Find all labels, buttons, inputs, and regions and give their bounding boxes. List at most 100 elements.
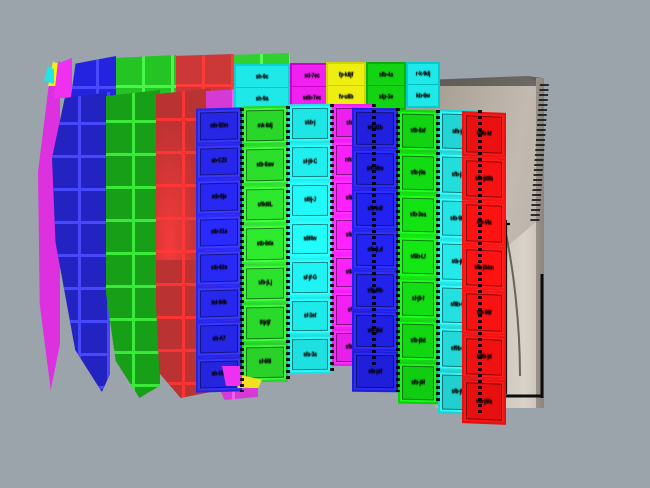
grid-cell[interactable]: sfb-j8dm xyxy=(462,244,506,292)
grid-cell[interactable]: sf8b-Lf xyxy=(398,235,438,279)
column-seam xyxy=(286,105,290,383)
column-seam xyxy=(436,109,440,405)
col-8[interactable]: sf9b-kf sfb-jd8b sfb-9fa sfb-j8dm stb-98f sf8… xyxy=(462,111,506,425)
grid-cell[interactable]: sfb-jLj xyxy=(242,263,288,304)
top-cell[interactable]: sh-9a xyxy=(236,88,288,110)
grid-cell[interactable]: sf8b-jd xyxy=(462,333,506,381)
grid-cell[interactable]: sf9d8L xyxy=(242,184,288,225)
cell-label: fp-k8jf xyxy=(338,70,354,79)
grid-cell[interactable]: stb-31a xyxy=(196,213,242,251)
left-corner-cyan-accent xyxy=(44,66,54,84)
cell-label: stb-31a xyxy=(210,228,228,237)
cell-label: sf-j9-C xyxy=(302,158,318,166)
cell-label: sb-A7 xyxy=(212,334,226,343)
cell-label: sfb-j9f xyxy=(411,379,425,387)
col-3[interactable]: skb-j sf-j9-C sf8j-J s8f4w sf-jf-G sf-3ef sfa-… xyxy=(288,103,332,375)
cell-label: s8f4w xyxy=(303,235,317,243)
top-cell[interactable]: sfp-3e xyxy=(368,86,404,108)
cell-label: stb-02m xyxy=(210,121,228,130)
cell-label: mk-8dj xyxy=(257,121,273,130)
top-cell[interactable]: fp-k8jf xyxy=(328,64,364,86)
grid-cell[interactable]: 9tjdjf xyxy=(242,302,288,343)
left-mesh-blue xyxy=(52,92,110,392)
cell-label: skb-j xyxy=(304,119,316,128)
grid-cell[interactable]: sfb-9fa xyxy=(462,200,506,247)
grid-cell[interactable]: skb-j xyxy=(288,103,332,143)
left-mesh-green xyxy=(106,90,160,398)
cell-label: stb-8da xyxy=(256,240,274,248)
cell-label: sfb-j9a xyxy=(410,169,426,177)
cell-label: sf-6f8 xyxy=(258,358,272,367)
cell-label: sdb-7ec xyxy=(302,94,322,102)
grid-cell[interactable]: sfb-j9fa xyxy=(462,378,506,425)
top-cell[interactable]: fv-u8b xyxy=(328,86,364,108)
grid-cell[interactable]: sf-6f8 xyxy=(242,342,288,383)
cell-label: bd-94b xyxy=(211,299,227,308)
grid-cell[interactable]: sf-jf-G xyxy=(288,258,332,298)
cell-label: sf8b-Lf xyxy=(410,253,426,261)
grid-cell[interactable]: mk-8dj xyxy=(242,105,288,146)
column-seam xyxy=(240,107,244,393)
col-2[interactable]: mk-8dj stb-8aw sf9d8L stb-8da sfb-jLj 9tjdjf s… xyxy=(242,105,288,383)
cell-label: sf-jf-G xyxy=(303,273,317,282)
grid-cell[interactable]: sfb-3ea xyxy=(398,193,438,237)
grid-cell[interactable]: sb-A7 xyxy=(196,320,242,358)
cell-label: sh-9c xyxy=(255,72,269,81)
cell-label: stb-jdf xyxy=(368,367,382,376)
grid-cell[interactable]: sfb-jd8b xyxy=(462,155,506,203)
top-cell-group-yellow[interactable]: fp-k8jf fv-u8b xyxy=(326,62,366,110)
column-seam xyxy=(396,107,400,393)
col-1[interactable]: stb-02m sb-C23 stb-8ja stb-31a stb-62a bd-94b… xyxy=(196,107,242,393)
grid-cell[interactable]: stb-62a xyxy=(196,249,242,287)
col-6[interactable]: stb-8af sfb-j9a sfb-3ea sf8b-Lf sf-j9-f sfb-j… xyxy=(398,109,438,405)
grid-cell[interactable]: sb-19d xyxy=(196,355,242,393)
top-cell[interactable]: sd-7ec xyxy=(292,65,332,87)
cell-label: sfa-3a xyxy=(303,350,317,359)
grid-cell[interactable]: sb-C23 xyxy=(196,142,242,180)
cell-label: sb-C23 xyxy=(211,157,227,166)
grid-cell[interactable]: sf8j-J xyxy=(288,180,332,220)
grid-cell[interactable]: stb-02m xyxy=(196,107,242,145)
cell-label: 9tjdjf xyxy=(259,318,271,327)
grid-cell[interactable]: stb-8af xyxy=(398,109,438,153)
grid-cell[interactable]: stb-8aw xyxy=(242,145,288,186)
grid-cell[interactable]: sf-3ef xyxy=(288,296,332,336)
top-cell-group-4[interactable]: sfb-4a sfp-3e xyxy=(366,62,406,110)
top-cell[interactable]: kb-6w xyxy=(408,85,438,106)
top-cell[interactable]: sfb-4a xyxy=(368,64,404,86)
tan-panel-top-shadow xyxy=(424,76,544,86)
top-cell-group-1[interactable]: sh-9c sh-9a xyxy=(234,64,290,112)
grid-cell[interactable]: sf9b-kf xyxy=(462,111,506,158)
cell-label: sh-9a xyxy=(255,95,269,103)
top-cell[interactable]: r-k-9dj xyxy=(408,64,438,85)
grid-cell[interactable]: stb-8da xyxy=(242,223,288,265)
grid-cell[interactable]: bd-94b xyxy=(196,284,242,322)
cell-label: sf-j9-f xyxy=(411,295,425,303)
top-cell[interactable]: sh-9c xyxy=(236,66,288,88)
grid-cell[interactable]: stb-8ja xyxy=(196,178,242,216)
cell-label: fv-u8b xyxy=(338,93,354,101)
cell-label: stb-8aw xyxy=(256,161,274,170)
grid-cell[interactable]: sf-j9-C xyxy=(288,142,332,182)
grid-cell[interactable]: sfb-j9a xyxy=(398,151,438,195)
cell-label: sb-19d xyxy=(211,370,227,379)
cell-label: sfb-j8d xyxy=(410,337,426,345)
cell-label: sfb-4a xyxy=(378,70,394,79)
cell-label: sfb-jLj xyxy=(258,279,272,288)
cell-label: sf9d8L xyxy=(257,200,273,209)
cell-label: kb-6w xyxy=(416,91,430,100)
top-cell-group-5[interactable]: r-k-9dj kb-6w xyxy=(406,62,440,108)
grid-cell[interactable]: sf-j9-f xyxy=(398,277,438,321)
grid-cell[interactable]: sfa-3a xyxy=(288,335,332,375)
cell-label: stb-8af xyxy=(410,127,426,135)
cell-label: sf8j-J xyxy=(304,196,316,205)
grid-cell[interactable]: sfb-j9f xyxy=(398,361,438,405)
grid-cell[interactable]: sfb-j8d xyxy=(398,319,438,363)
top-cell[interactable]: sdb-7ec xyxy=(292,87,332,109)
grid-cell[interactable]: s8f4w xyxy=(288,219,332,259)
outer-band-magenta xyxy=(54,58,72,98)
grid-cell[interactable]: stb-98f xyxy=(462,289,506,336)
column-seam xyxy=(478,109,482,415)
cell-label: sf-3ef xyxy=(303,312,317,320)
